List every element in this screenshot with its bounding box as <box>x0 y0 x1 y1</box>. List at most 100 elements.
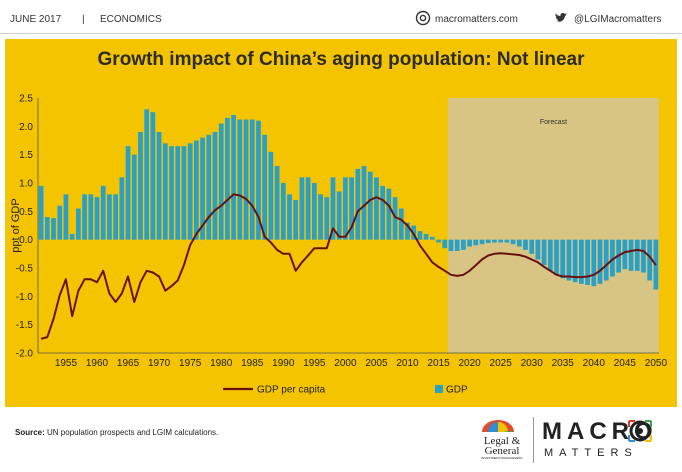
gdp-bar <box>156 132 162 240</box>
gdp-bar <box>287 194 292 240</box>
gdp-bar <box>585 239 590 285</box>
gdp-bar <box>249 119 255 240</box>
gdp-bar <box>324 197 330 240</box>
gdp-bar <box>107 194 112 240</box>
y-tick-label: -1.5 <box>16 320 34 331</box>
macro-o-target-icon <box>628 420 652 442</box>
gdp-bar <box>641 239 646 273</box>
gdp-bar <box>181 146 187 240</box>
gdp-bar <box>113 194 118 240</box>
gdp-bar <box>380 185 386 240</box>
header-bar: JUNE 2017 | ECONOMICS macromatters.com @… <box>0 0 682 36</box>
gdp-bar <box>579 239 584 284</box>
gdp-bar <box>94 197 100 240</box>
gdp-bar <box>38 185 44 240</box>
y-axis-label: ppt of GDP <box>10 198 22 252</box>
gdp-bar <box>510 239 516 245</box>
gdp-bar <box>492 239 497 243</box>
gdp-per-capita-line <box>40 193 657 340</box>
at-sign-icon <box>415 10 431 26</box>
header-date: JUNE 2017 <box>10 14 62 25</box>
gdp-bar <box>436 239 441 243</box>
gdp-bar <box>88 194 94 240</box>
gdp-bar <box>82 194 87 240</box>
y-tick-label: 1.5 <box>19 150 33 161</box>
gdp-bar <box>262 134 268 240</box>
x-tick-label: 2025 <box>490 358 513 369</box>
x-tick-label: 2015 <box>427 358 450 369</box>
header-separator: | <box>82 14 85 25</box>
gdp-bar <box>473 239 479 246</box>
header-section: ECONOMICS <box>100 14 162 25</box>
gdp-bar <box>187 143 193 240</box>
gdp-bar <box>454 239 460 251</box>
x-tick-label: 1995 <box>303 358 326 369</box>
x-tick-label: 2005 <box>365 358 388 369</box>
gdp-bar <box>293 200 299 240</box>
x-tick-label: 1970 <box>148 358 171 369</box>
legend-bar-swatch <box>435 385 443 393</box>
x-tick-label: 2050 <box>645 358 668 369</box>
gdp-bar <box>386 188 392 240</box>
gdp-bar <box>516 239 522 247</box>
gdp-bar <box>566 239 572 281</box>
gdp-bar <box>355 168 361 240</box>
gdp-bar <box>330 177 336 240</box>
y-tick-label: 2.5 <box>19 94 33 105</box>
x-tick-label: 2020 <box>458 358 481 369</box>
gdp-bar <box>554 239 559 275</box>
header-divider <box>0 33 682 34</box>
chart-canvas: Forecast 2.5 2.0 1.5 1.0 0.5 0.0 -0.5 -1.0 -1.5 -2… <box>10 94 668 396</box>
gdp-bar <box>237 119 243 240</box>
brand-divider <box>533 417 534 463</box>
y-tick-label: 0.5 <box>19 207 33 218</box>
gdp-bar <box>541 239 547 266</box>
gdp-bar <box>125 146 131 240</box>
gdp-bar <box>448 239 454 251</box>
gdp-bar <box>374 177 379 240</box>
gdp-bar <box>417 231 423 240</box>
chart-title: Growth impact of China’s aging populatio… <box>97 49 585 70</box>
gdp-bar <box>169 146 174 240</box>
gdp-bar <box>349 177 354 240</box>
gdp-bar <box>256 120 261 240</box>
forecast-shade <box>447 98 659 353</box>
source-text: UN population prospects and LGIM calcula… <box>47 428 219 437</box>
gdp-bar <box>193 140 199 240</box>
header-twitter-link[interactable]: @LGIMacromatters <box>574 14 662 25</box>
gdp-bar <box>591 239 597 287</box>
x-tick-label: 2030 <box>521 358 544 369</box>
gdp-bar <box>398 208 404 240</box>
y-tick-label: 1.0 <box>19 179 33 190</box>
gdp-bar <box>343 177 348 240</box>
x-tick-label: 2010 <box>396 358 419 369</box>
x-tick-label: 1960 <box>86 358 109 369</box>
gdp-bar <box>529 239 535 254</box>
gdp-bar <box>200 137 205 240</box>
gdp-bar <box>547 239 553 271</box>
x-tick-label: 2035 <box>552 358 575 369</box>
gdp-bar <box>467 239 472 247</box>
source-label: Source: <box>15 428 45 437</box>
gdp-bar <box>206 134 212 240</box>
header-website-link[interactable]: macromatters.com <box>435 14 518 25</box>
gdp-bar <box>442 239 448 249</box>
x-tick-label: 2045 <box>614 358 637 369</box>
gdp-bar <box>144 109 150 240</box>
gdp-bar <box>461 239 466 250</box>
gdp-bar <box>63 194 69 240</box>
gdp-bar <box>603 239 609 281</box>
gdp-bar <box>231 115 236 240</box>
y-tick-label: -2.0 <box>16 349 34 360</box>
gdp-bar <box>299 177 305 240</box>
gdp-bar <box>628 239 634 271</box>
gdp-bar <box>504 239 510 243</box>
gdp-bar <box>76 208 81 240</box>
gdp-bar <box>535 239 541 260</box>
x-tick-label: 2000 <box>334 358 357 369</box>
gdp-bar <box>305 177 311 240</box>
source-note: Source: UN population prospects and LGIM… <box>15 428 218 437</box>
y-tick-label: 0.0 <box>19 235 33 246</box>
lg-line1: Legal & <box>483 435 521 447</box>
